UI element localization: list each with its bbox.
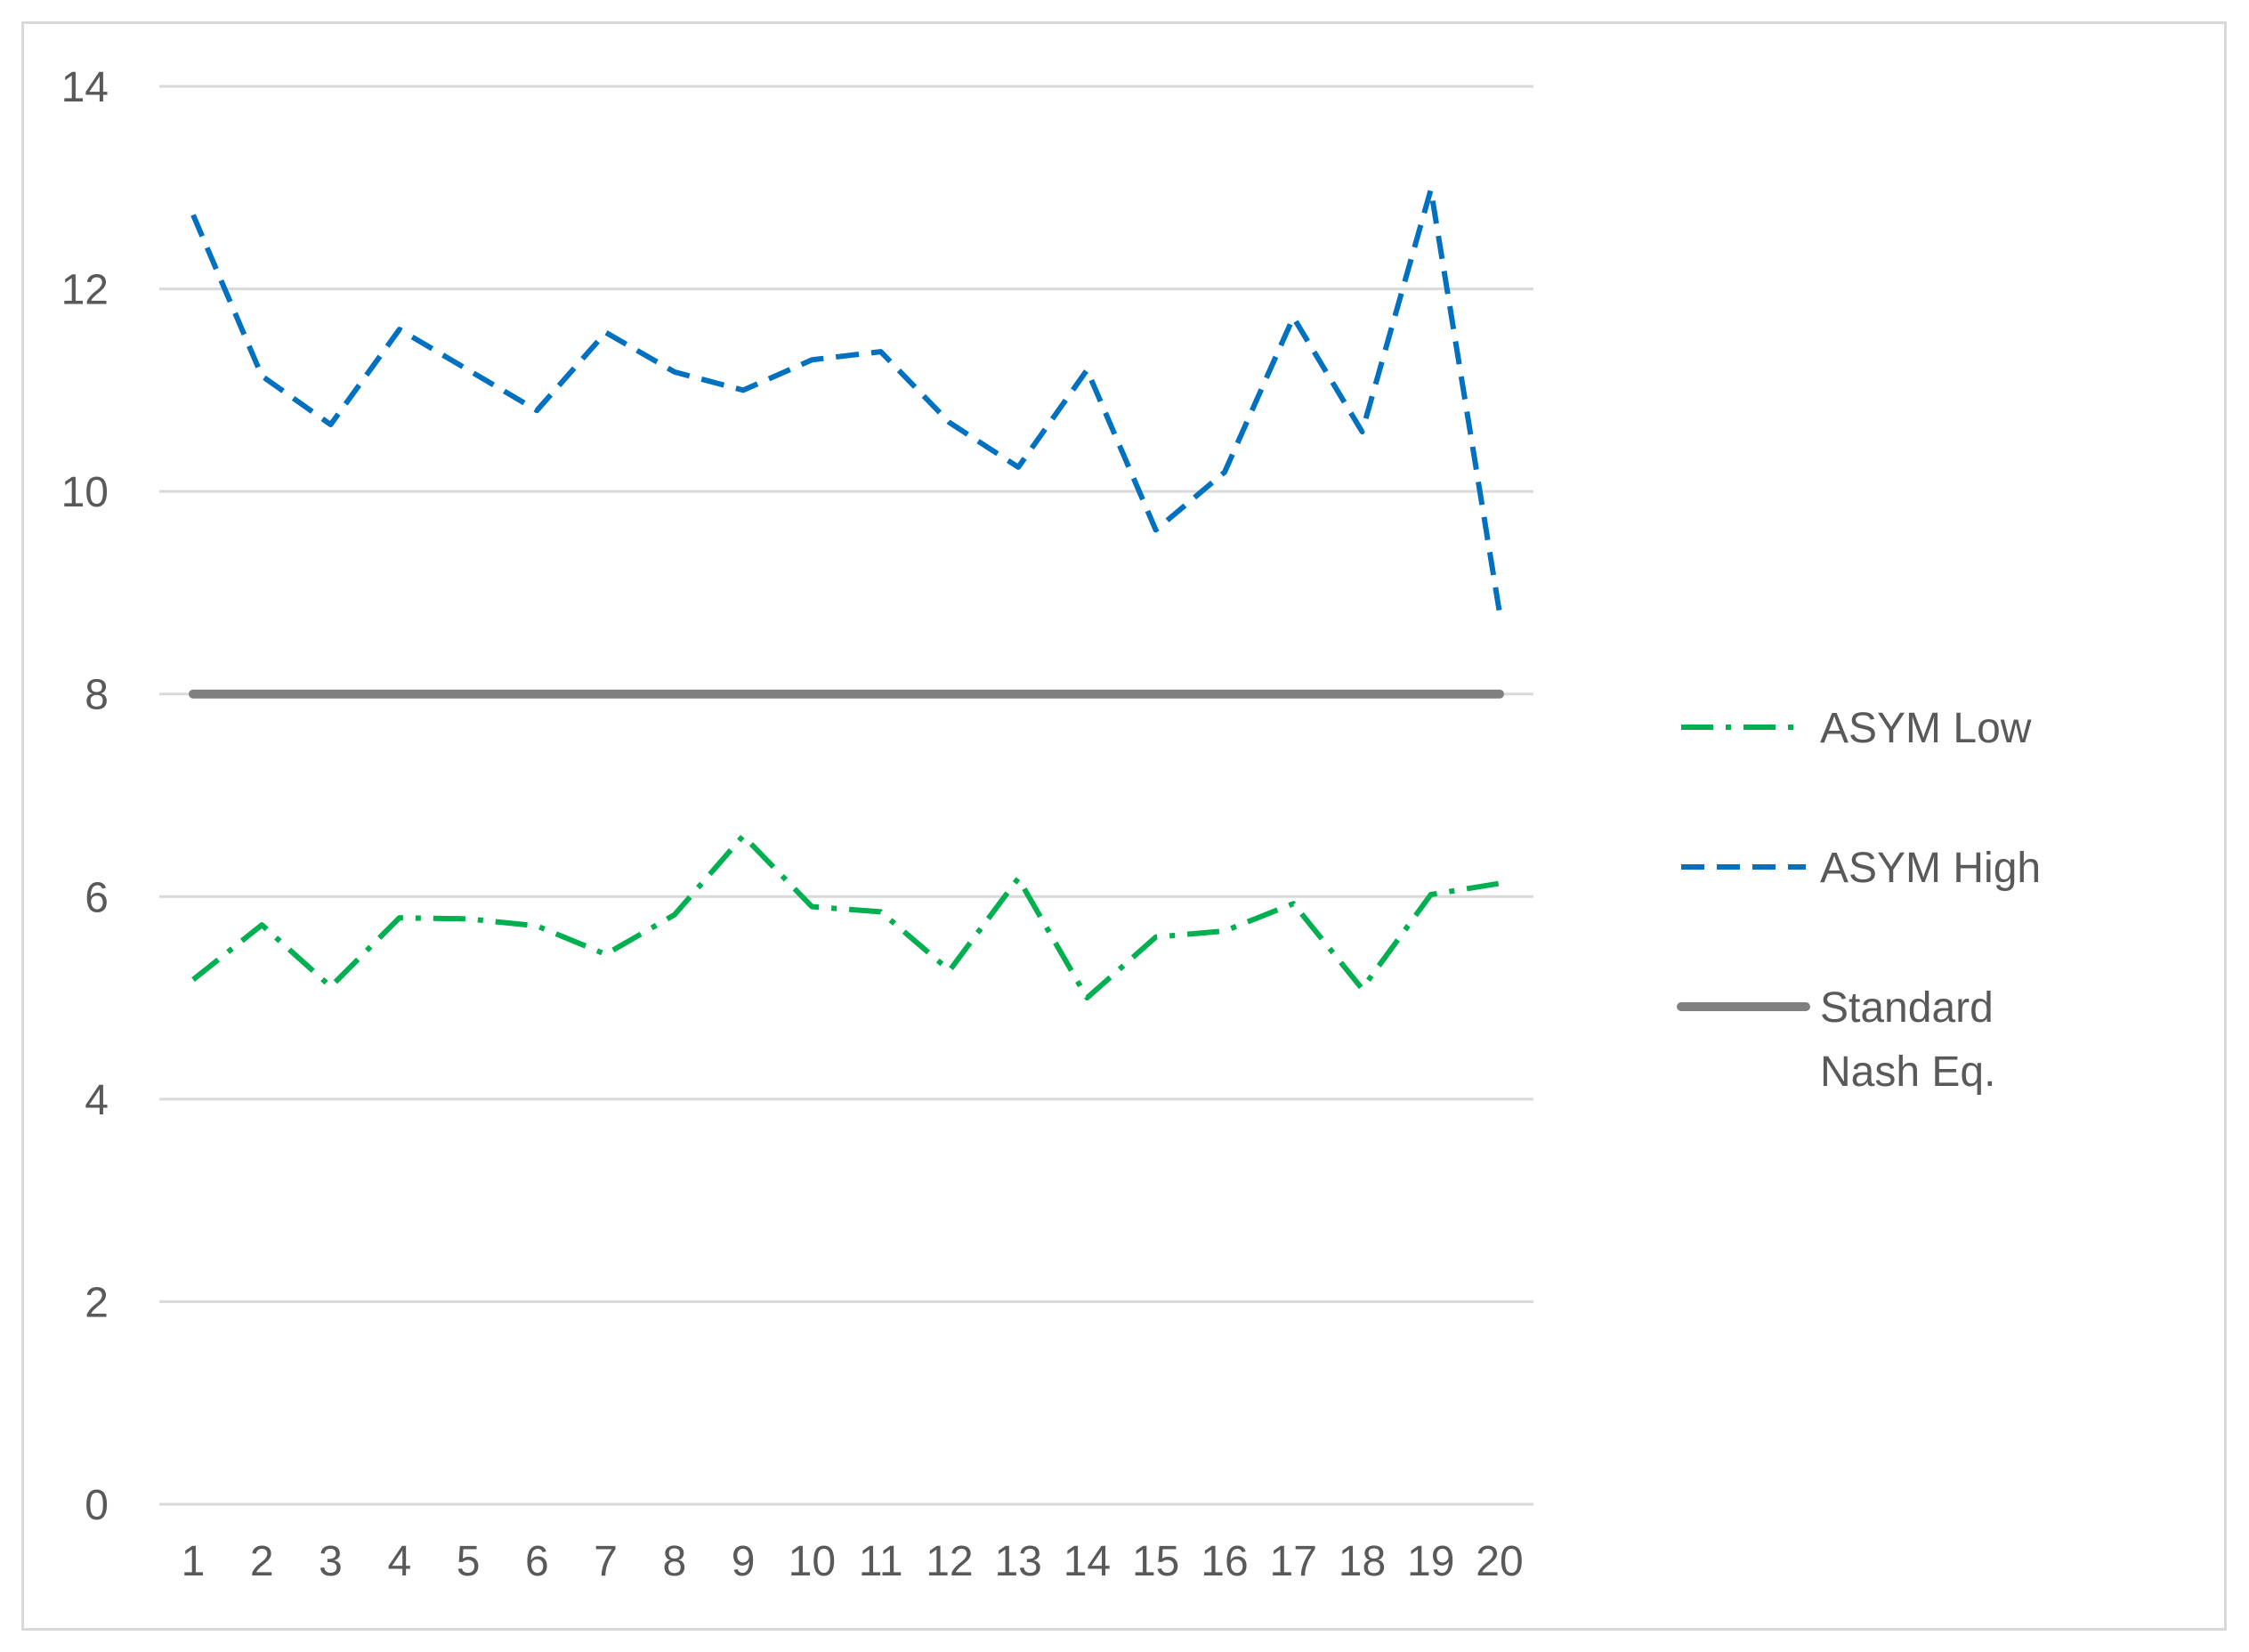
y-tick-label: 2 — [85, 1279, 109, 1326]
y-tick-label: 10 — [61, 469, 109, 516]
y-axis-ticks: 0 2 4 6 8 10 12 14 — [61, 64, 109, 1529]
x-tick-label: 14 — [1064, 1538, 1111, 1585]
legend-label: Standard — [1820, 984, 1994, 1032]
x-tick-label: 20 — [1476, 1538, 1523, 1585]
y-tick-label: 4 — [85, 1077, 109, 1124]
x-tick-label: 9 — [732, 1538, 756, 1585]
x-axis-ticks: 1 2 3 4 5 6 7 8 9 10 11 12 13 14 15 16 17 18 19 20 — [182, 1538, 1524, 1585]
x-tick-label: 17 — [1270, 1538, 1317, 1585]
x-tick-label: 10 — [789, 1538, 836, 1585]
x-tick-label: 12 — [926, 1538, 973, 1585]
x-tick-label: 7 — [594, 1538, 618, 1585]
x-tick-label: 19 — [1407, 1538, 1454, 1585]
y-tick-label: 14 — [61, 64, 109, 111]
x-tick-label: 18 — [1339, 1538, 1386, 1585]
x-tick-label: 8 — [662, 1538, 686, 1585]
x-tick-label: 4 — [387, 1538, 411, 1585]
series-line-asym-low — [191, 833, 1501, 1001]
legend-label: ASYM High — [1820, 845, 2041, 892]
x-tick-label: 13 — [994, 1538, 1041, 1585]
legend: ASYM Low ASYM High Standard Nash Eq. — [1677, 705, 2041, 1096]
x-tick-label: 2 — [250, 1538, 274, 1585]
legend-label: Nash Eq. — [1820, 1049, 1995, 1096]
x-tick-label: 15 — [1132, 1538, 1179, 1585]
x-tick-label: 16 — [1201, 1538, 1248, 1585]
y-tick-label: 12 — [61, 267, 109, 314]
series-lines — [189, 187, 1504, 1001]
x-tick-label: 6 — [525, 1538, 549, 1585]
x-tick-label: 11 — [859, 1538, 903, 1585]
series-line-asym-high — [190, 187, 1502, 614]
y-tick-label: 8 — [85, 672, 109, 719]
legend-label: ASYM Low — [1820, 705, 2032, 752]
x-tick-label: 3 — [319, 1538, 343, 1585]
x-tick-label: 1 — [182, 1538, 206, 1585]
gridlines — [159, 85, 1533, 1506]
chart-frame: 0 2 4 6 8 10 12 14 1 2 3 4 5 6 7 8 9 10 11 12 13 14 15 16 17 18 1… — [21, 21, 2227, 1631]
y-tick-label: 6 — [85, 874, 109, 921]
y-tick-label: 0 — [85, 1482, 109, 1529]
x-tick-label: 5 — [457, 1538, 481, 1585]
